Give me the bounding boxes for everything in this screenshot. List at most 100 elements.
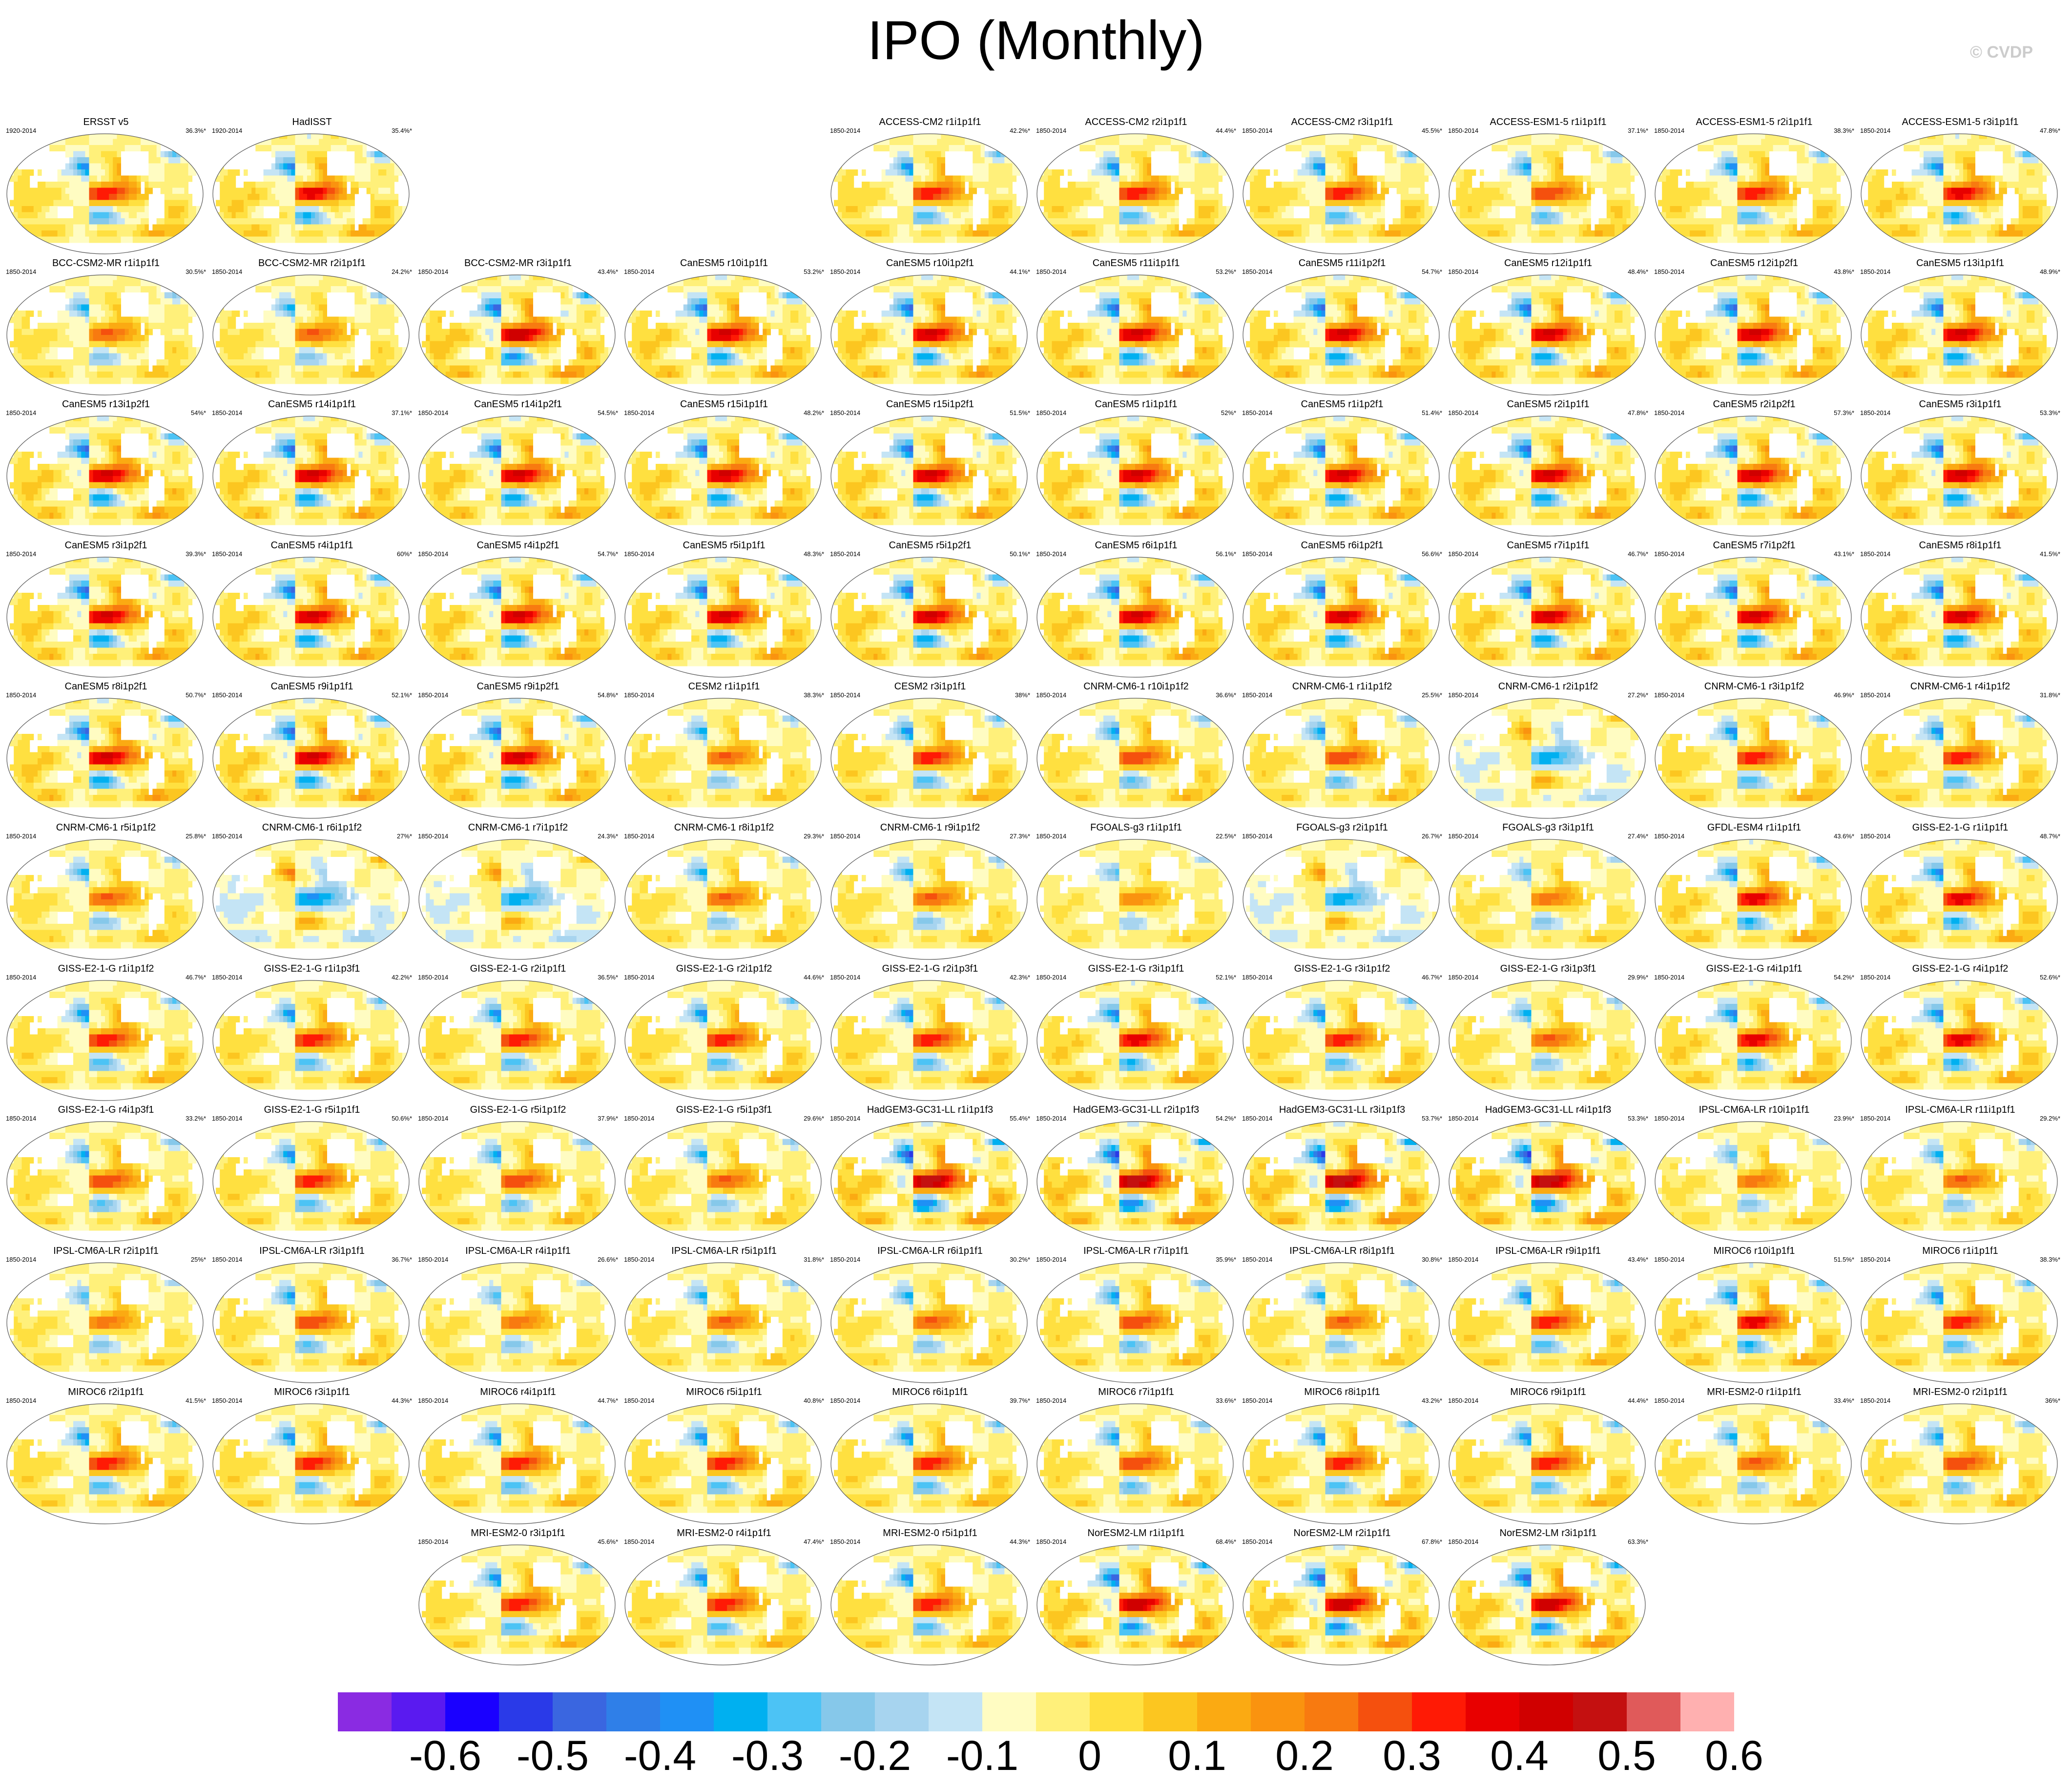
field-cell	[371, 230, 375, 237]
field-cell	[1155, 139, 1160, 146]
field-cell	[283, 169, 288, 176]
field-cell	[1222, 169, 1227, 176]
field-cell	[1769, 188, 1774, 194]
field-cell	[1488, 225, 1492, 231]
field-cell	[1369, 176, 1373, 182]
field-cell	[236, 200, 240, 207]
field-cell	[1658, 133, 1662, 139]
field-cell	[1013, 194, 1017, 200]
field-cell	[1725, 164, 1730, 170]
field-cell	[18, 169, 22, 176]
field-cell	[1333, 212, 1338, 219]
field-cell	[913, 230, 918, 237]
field-cell	[97, 188, 102, 194]
panel-title: ACCESS-CM2 r2i1p1f1	[1036, 116, 1236, 128]
field-cell	[268, 176, 272, 182]
field-cell	[933, 200, 937, 207]
field-cell	[897, 194, 902, 200]
field-cell	[1460, 194, 1464, 200]
field-cell	[842, 145, 846, 151]
field-cell	[248, 139, 252, 146]
field-cell	[268, 225, 272, 231]
field-cell	[240, 230, 244, 237]
field-cell	[1353, 218, 1357, 225]
field-cell	[1480, 194, 1484, 200]
field-cell	[354, 176, 359, 182]
field-cell	[1401, 230, 1405, 237]
field-cell	[1532, 176, 1536, 182]
field-cell	[1309, 151, 1314, 158]
field-cell	[351, 218, 355, 225]
field-cell	[1425, 176, 1429, 182]
field-cell	[168, 212, 173, 219]
field-cell	[1250, 225, 1254, 231]
field-cell	[172, 157, 177, 164]
field-cell	[299, 206, 304, 212]
field-cell	[1206, 176, 1211, 182]
field-cell	[913, 151, 918, 158]
field-cell	[1738, 182, 1742, 188]
field-cell	[268, 230, 272, 237]
field-cell	[275, 188, 280, 194]
field-cell	[1523, 194, 1528, 200]
field-cell	[1099, 145, 1104, 151]
field-cell	[295, 133, 300, 139]
field-cell	[913, 206, 918, 212]
field-cell	[1515, 230, 1520, 237]
field-cell	[49, 133, 54, 139]
field-cell	[1559, 230, 1563, 237]
field-cell	[1353, 157, 1357, 164]
field-cell	[145, 200, 149, 207]
field-cell	[897, 212, 902, 219]
field-cell	[1468, 188, 1472, 194]
field-cell	[161, 230, 165, 237]
field-cell	[1123, 182, 1128, 188]
field-cell	[1397, 176, 1401, 182]
field-cell	[989, 194, 993, 200]
field-cell	[1393, 176, 1397, 182]
field-cell	[1099, 164, 1104, 170]
field-cell	[1242, 157, 1246, 164]
field-cell	[81, 194, 85, 200]
field-cell	[1622, 182, 1627, 188]
field-cell	[973, 133, 977, 139]
field-cell	[1571, 212, 1575, 219]
field-cell	[398, 133, 403, 139]
field-cell	[1832, 176, 1837, 182]
field-cell	[1729, 157, 1734, 164]
field-cell	[49, 200, 54, 207]
field-cell	[929, 194, 933, 200]
field-cell	[343, 230, 347, 237]
field-cell	[1302, 151, 1306, 158]
field-cell	[343, 139, 347, 146]
field-cell	[188, 206, 193, 212]
field-cell	[1210, 194, 1215, 200]
field-cell	[1254, 206, 1258, 212]
field-cell	[1317, 206, 1322, 212]
field-cell	[1131, 145, 1136, 151]
field-cell	[1618, 133, 1623, 139]
field-cell	[1817, 133, 1821, 139]
field-cell	[10, 157, 14, 164]
field-cell	[157, 218, 161, 225]
field-cell	[1175, 176, 1179, 182]
field-cell	[1607, 212, 1611, 219]
field-cell	[1575, 133, 1579, 139]
field-cell	[161, 176, 165, 182]
field-cell	[1535, 157, 1540, 164]
field-cell	[1294, 182, 1298, 188]
field-cell	[1064, 133, 1068, 139]
field-cell	[1725, 188, 1730, 194]
field-cell	[1698, 188, 1702, 194]
field-cell	[30, 218, 34, 225]
field-cell	[1618, 200, 1623, 207]
field-cell	[81, 145, 85, 151]
field-cell	[1595, 225, 1599, 231]
field-cell	[1535, 169, 1540, 176]
field-cell	[1103, 182, 1108, 188]
field-cell	[1718, 164, 1722, 170]
field-cell	[26, 188, 30, 194]
field-cell	[1781, 188, 1785, 194]
field-cell	[49, 230, 54, 237]
field-cell	[34, 225, 38, 231]
